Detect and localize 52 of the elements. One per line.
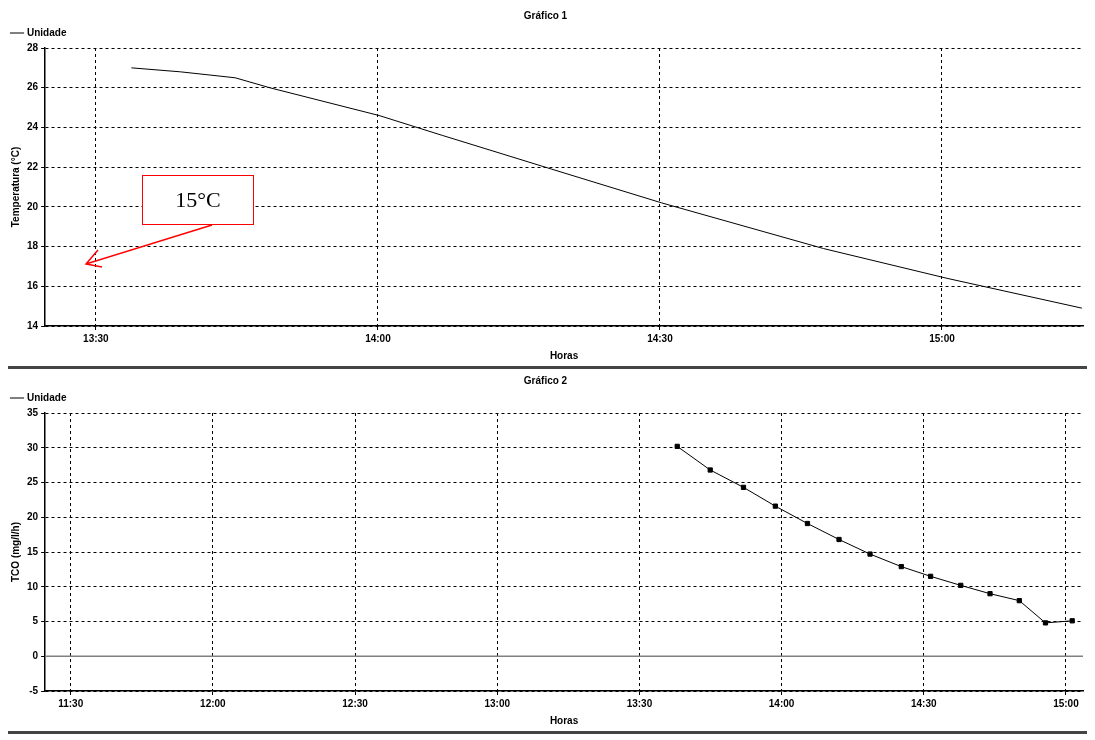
- x-tick-label: 13:30: [626, 697, 653, 709]
- chart-title: Gráfico 1: [523, 9, 568, 21]
- point: [1016, 598, 1022, 604]
- x-axis-title: Horas: [549, 714, 579, 726]
- point: [1069, 618, 1075, 624]
- y-tick-label: 24: [27, 121, 39, 133]
- y-tick-label: 20: [27, 200, 39, 212]
- x-tick-label: 15:00: [929, 332, 956, 344]
- x-tick-label: 11:30: [58, 697, 84, 709]
- point: [958, 582, 964, 588]
- y-tick-label: 20: [27, 511, 39, 522]
- y-tick-label: 16: [27, 280, 39, 292]
- y-tick-label: 26: [27, 81, 39, 93]
- legend-label: Unidade: [27, 391, 67, 403]
- point: [740, 484, 747, 490]
- y-tick-label: 5: [32, 615, 39, 627]
- x-tick-label: 14:00: [768, 697, 795, 709]
- y-tick-label: 22: [27, 160, 39, 172]
- x-tick-label: 13:30: [83, 332, 110, 344]
- y-tick-label: 35: [27, 406, 39, 418]
- y-axis-title: TCO (mg/l/h): [9, 522, 21, 582]
- y-tick-label: 28: [27, 41, 39, 53]
- x-tick-label: 15:00: [1053, 697, 1080, 709]
- y-tick-label: -5: [29, 684, 39, 696]
- y-tick-label: 10: [27, 580, 39, 592]
- chart-title: Gráfico 2: [523, 374, 568, 386]
- y-tick-label: 25: [27, 476, 39, 488]
- point: [804, 520, 811, 527]
- legend-label: Unidade: [27, 26, 67, 38]
- point: [927, 573, 934, 579]
- point: [674, 443, 680, 449]
- y-tick-label: 30: [27, 441, 39, 453]
- x-axis-title: Horas: [549, 349, 579, 361]
- point: [707, 467, 713, 473]
- x-tick-label: 14:30: [910, 697, 937, 709]
- point: [1042, 620, 1049, 626]
- point: [898, 563, 904, 570]
- point: [772, 503, 778, 509]
- x-tick-label: 12:00: [200, 697, 227, 709]
- y-tick-label: 0: [32, 650, 39, 661]
- x-tick-label: 12:30: [342, 697, 369, 709]
- x-tick-label: 14:00: [365, 332, 392, 344]
- point: [867, 551, 873, 557]
- y-tick-label: 18: [27, 240, 39, 252]
- x-tick-label: 14:30: [647, 332, 674, 344]
- x-tick-label: 13:00: [484, 697, 511, 709]
- annotation: 15°C: [142, 175, 254, 225]
- y-tick-label: 15: [27, 545, 39, 557]
- y-axis-title: Temperatura (°C): [9, 146, 21, 228]
- y-tick-label: 14: [27, 319, 39, 331]
- point: [987, 591, 993, 597]
- point: [836, 536, 842, 543]
